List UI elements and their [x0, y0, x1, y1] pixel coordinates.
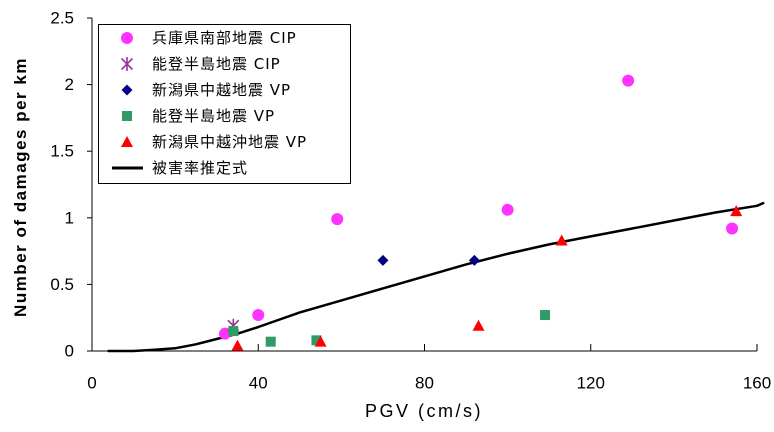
- x-tick-label: 40: [249, 374, 268, 393]
- damage-rate-estimate-curve: [107, 201, 765, 353]
- data-point-circle: [252, 309, 265, 322]
- x-tick-label: 0: [87, 374, 96, 393]
- series-5-points: [231, 205, 743, 351]
- data-point-triangle: [472, 319, 485, 331]
- legend: 兵庫県南部地震 CIP 能登半島地震 CIP 新潟県中越地震 VP 能登半島地震 VP…: [98, 24, 351, 184]
- data-point-square: [540, 310, 551, 321]
- legend-entry: 能登半島地震 VP: [122, 107, 275, 125]
- legend-circle-marker: [121, 32, 133, 44]
- data-point-triangle: [314, 335, 327, 347]
- y-tick-label: 1.5: [50, 142, 74, 161]
- series-1-points: [219, 74, 739, 340]
- legend-label: 被害率推定式: [152, 159, 248, 177]
- y-tick-label: 1: [65, 208, 74, 227]
- data-point-triangle: [231, 339, 244, 351]
- legend-label: 兵庫県南部地震 CIP: [152, 29, 297, 47]
- data-point-triangle: [555, 234, 568, 246]
- x-tick-label: 120: [577, 374, 605, 393]
- data-point-square: [265, 336, 276, 347]
- data-point-circle: [622, 74, 635, 87]
- data-point-triangle: [730, 205, 743, 217]
- y-axis-title: Number of damages per km: [11, 57, 30, 317]
- data-point-diamond: [377, 254, 389, 266]
- series-4-points: [228, 310, 551, 347]
- y-tick-label: 2: [65, 75, 74, 94]
- data-point-circle: [726, 222, 739, 235]
- data-point-diamond: [468, 254, 480, 266]
- axes: 0 0.5 1 1.5 2 2.5 0 40 80 120 160: [50, 9, 771, 393]
- x-tick-label: 80: [415, 374, 434, 393]
- legend-triangle-marker: [121, 136, 133, 147]
- legend-entry: 兵庫県南部地震 CIP: [121, 29, 297, 47]
- data-point-circle: [501, 203, 514, 216]
- legend-entry: 新潟県中越地震 VP: [121, 81, 291, 99]
- legend-entry: 能登半島地震 CIP: [120, 55, 281, 73]
- x-tick-label: 160: [743, 374, 771, 393]
- data-point-square: [311, 335, 322, 346]
- data-point-circle: [331, 213, 344, 226]
- legend-entry: 新潟県中越沖地震 VP: [121, 133, 307, 151]
- y-tick-label: 0: [65, 342, 74, 361]
- legend-entry: 被害率推定式: [112, 159, 248, 177]
- data-point-square: [228, 326, 239, 337]
- plot-area: [107, 74, 765, 353]
- legend-label: 能登半島地震 CIP: [152, 55, 281, 73]
- legend-label: 能登半島地震 VP: [152, 107, 275, 125]
- legend-star-marker: [120, 57, 134, 71]
- legend-diamond-marker: [121, 84, 133, 96]
- series-3-points: [377, 254, 480, 266]
- x-axis-title: PGV (cm/s): [365, 401, 483, 421]
- y-tick-label: 0.5: [50, 275, 74, 294]
- legend-square-marker: [122, 111, 132, 121]
- legend-label: 新潟県中越地震 VP: [152, 81, 291, 99]
- legend-box: [98, 24, 351, 184]
- y-tick-label: 2.5: [50, 9, 74, 28]
- legend-label: 新潟県中越沖地震 VP: [152, 133, 307, 151]
